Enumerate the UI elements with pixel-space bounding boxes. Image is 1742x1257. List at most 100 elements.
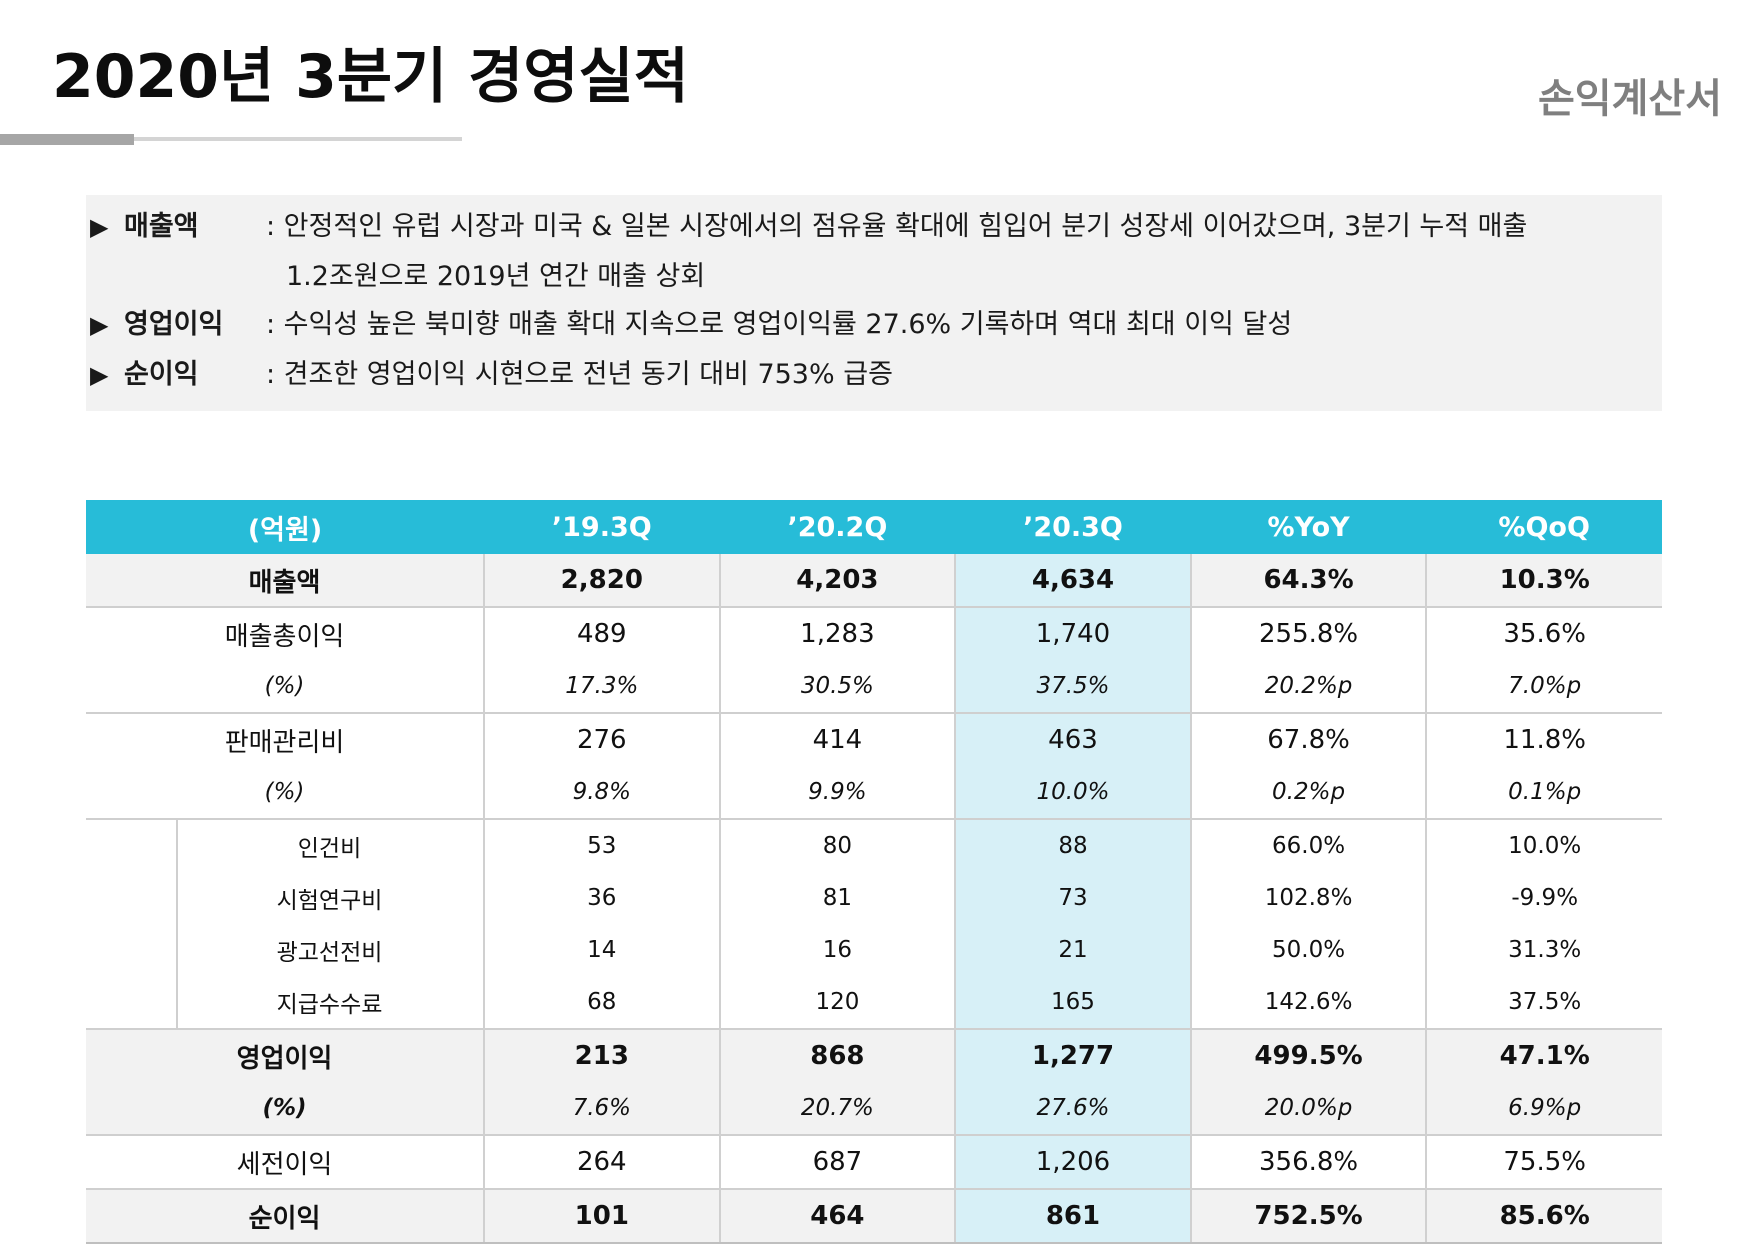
table-cell: 101: [483, 1188, 720, 1244]
row-label: (%): [264, 673, 305, 699]
table-cell: 0.1%p: [1425, 766, 1662, 819]
row-label: 인건비: [86, 818, 484, 872]
row-label: 지급수수료: [86, 976, 484, 1029]
indent-divider: [176, 820, 178, 872]
section-subtitle: 손익계산서: [1538, 76, 1722, 122]
table-cell: 20.7%: [718, 1082, 956, 1135]
title-underline-accent: [0, 134, 134, 145]
row-label: (%): [264, 779, 305, 805]
row-label: 세전이익: [86, 1134, 484, 1189]
table-row-commission-fee: 지급수수료 68 120 165 142.6% 37.5%: [86, 976, 1662, 1029]
table-cell: 50.0%: [1189, 924, 1427, 976]
table-row-sga-ratio: (%) 9.8% 9.9% 10.0% 0.2%p 0.1%p: [86, 766, 1662, 819]
table-cell: 7.0%p: [1425, 660, 1662, 713]
table-cell: 356.8%: [1189, 1134, 1427, 1189]
table-row-revenue: 매출액 2,820 4,203 4,634 64.3% 10.3%: [86, 554, 1662, 607]
table-row-pretax-income: 세전이익 264 687 1,206 356.8% 75.5%: [86, 1134, 1662, 1189]
indent-divider: [176, 976, 178, 1028]
table-cell: 66.0%: [1189, 818, 1427, 872]
table-header-row: (억원) ’19.3Q ’20.2Q ’20.3Q %YoY %QoQ: [86, 500, 1662, 554]
table-cell: 68: [483, 976, 720, 1029]
table-cell: 64.3%: [1189, 554, 1427, 607]
table-cell: 2,820: [483, 554, 720, 607]
table-cell: 464: [718, 1188, 956, 1244]
table-cell: 37.5%: [1425, 976, 1662, 1029]
table-cell: 53: [483, 818, 720, 872]
table-cell: 463: [954, 712, 1191, 766]
table-cell: 499.5%: [1189, 1028, 1427, 1082]
table-cell: 1,206: [954, 1134, 1191, 1189]
column-header: ’20.2Q: [719, 500, 956, 554]
table-cell: 17.3%: [483, 660, 720, 713]
table-cell: 687: [718, 1134, 956, 1189]
table-cell: 489: [483, 606, 720, 660]
summary-text-continuation: 1.2조원으로 2019년 연간 매출 상회: [286, 261, 706, 292]
column-header: ’20.3Q: [955, 500, 1191, 554]
table-row-labor-cost: 인건비 53 80 88 66.0% 10.0%: [86, 818, 1662, 872]
table-cell: 9.8%: [483, 766, 720, 819]
summary-label: 영업이익: [124, 309, 224, 340]
table-cell: 20.0%p: [1189, 1082, 1427, 1135]
table-row-gross-profit: 매출총이익 489 1,283 1,740 255.8% 35.6%: [86, 606, 1662, 660]
table-cell: 7.6%: [483, 1082, 720, 1135]
table-cell: 102.8%: [1189, 872, 1427, 924]
table-row-net-income: 순이익 101 464 861 752.5% 85.6%: [86, 1188, 1662, 1244]
table-cell: 4,634: [954, 554, 1191, 607]
table-cell: 10.0%: [1425, 818, 1662, 872]
row-label-text: 인건비: [297, 836, 362, 862]
row-label-text: 시험연구비: [276, 888, 383, 914]
table-cell: 213: [483, 1028, 720, 1082]
table-cell: 21: [954, 924, 1191, 976]
triangle-bullet-icon: ▶: [90, 311, 109, 339]
row-label: 시험연구비: [86, 872, 484, 924]
table-cell: 1,283: [718, 606, 956, 660]
table-cell: 27.6%: [954, 1082, 1191, 1135]
table-cell: 0.2%p: [1189, 766, 1427, 819]
row-label: 광고선전비: [86, 924, 484, 976]
column-header: ’19.3Q: [484, 500, 720, 554]
row-label-text: 지급수수료: [276, 992, 383, 1018]
row-label-text: 광고선전비: [276, 940, 383, 966]
table-cell: 255.8%: [1189, 606, 1427, 660]
table-cell: 10.3%: [1425, 554, 1662, 607]
table-cell: 861: [954, 1188, 1191, 1244]
table-row-rnd-cost: 시험연구비 36 81 73 102.8% -9.9%: [86, 872, 1662, 924]
table-cell: 142.6%: [1189, 976, 1427, 1029]
table-cell: 30.5%: [718, 660, 956, 713]
table-row-operating-profit: 영업이익 213 868 1,277 499.5% 47.1%: [86, 1028, 1662, 1082]
table-cell: 10.0%: [954, 766, 1191, 819]
title-underline: [0, 137, 462, 141]
row-label: 순이익: [86, 1188, 484, 1244]
summary-text: : 견조한 영업이익 시현으로 전년 동기 대비 753% 급증: [266, 359, 893, 390]
table-cell: 20.2%p: [1189, 660, 1427, 713]
table-cell: 85.6%: [1425, 1188, 1662, 1244]
row-label: 매출총이익: [86, 606, 484, 660]
table-cell: 80: [718, 818, 956, 872]
table-cell: 120: [718, 976, 956, 1029]
table-cell: 752.5%: [1189, 1188, 1427, 1244]
summary-label: 순이익: [124, 359, 199, 390]
table-cell: 276: [483, 712, 720, 766]
table-row-operating-margin: (%) 7.6% 20.7% 27.6% 20.0%p 6.9%p: [86, 1082, 1662, 1135]
table-cell: 88: [954, 818, 1191, 872]
summary-text: : 안정적인 유럽 시장과 미국 & 일본 시장에서의 점유율 확대에 힘입어 …: [266, 211, 1528, 242]
table-row-advertising-cost: 광고선전비 14 16 21 50.0% 31.3%: [86, 924, 1662, 976]
table-cell: 165: [954, 976, 1191, 1029]
table-cell: 35.6%: [1425, 606, 1662, 660]
table-cell: 73: [954, 872, 1191, 924]
table-cell: 6.9%p: [1425, 1082, 1662, 1135]
income-statement-table: (억원) ’19.3Q ’20.2Q ’20.3Q %YoY %QoQ 매출액 …: [86, 500, 1662, 1244]
table-cell: 75.5%: [1425, 1134, 1662, 1189]
table-cell: 1,740: [954, 606, 1191, 660]
table-cell: 36: [483, 872, 720, 924]
column-header: %YoY: [1190, 500, 1427, 554]
triangle-bullet-icon: ▶: [90, 361, 109, 389]
indent-divider: [176, 872, 178, 924]
row-label: 영업이익: [86, 1028, 484, 1082]
table-cell: 11.8%: [1425, 712, 1662, 766]
page-title: 2020년 3분기 경영실적: [52, 42, 689, 112]
indent-divider: [176, 924, 178, 976]
table-row-gross-margin: (%) 17.3% 30.5% 37.5% 20.2%p 7.0%p: [86, 660, 1662, 713]
column-header-unit: (억원): [86, 500, 484, 554]
table-cell: 9.9%: [718, 766, 956, 819]
